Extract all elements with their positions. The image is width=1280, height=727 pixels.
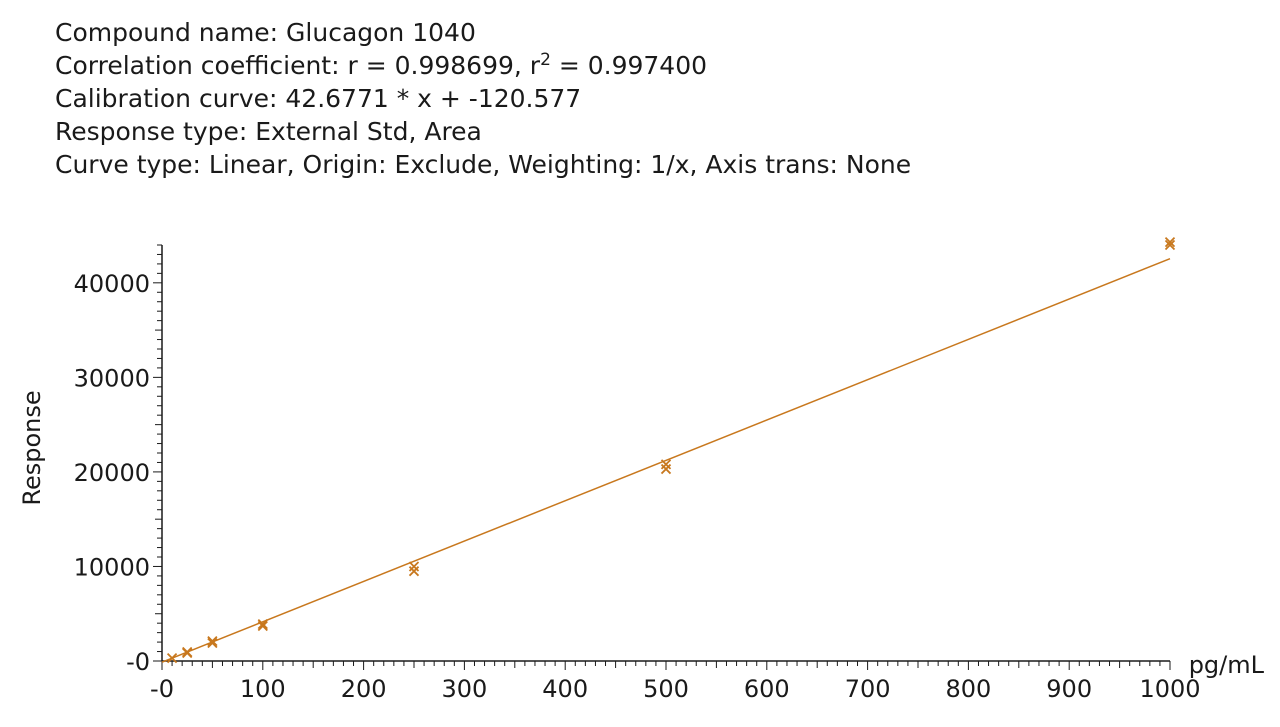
y-tick-label: 40000 (74, 270, 150, 298)
x-tick-label: 600 (744, 675, 790, 703)
x-tick-label: 800 (945, 675, 991, 703)
data-point (408, 566, 420, 577)
y-axis-label: Response (18, 390, 46, 505)
data-point (207, 636, 218, 647)
data-point (166, 653, 178, 664)
axis-ticks (153, 244, 1171, 670)
compound-summary: Compound name: Glucagon 1040 Correlation… (55, 16, 911, 181)
x-tick-label: 900 (1046, 675, 1092, 703)
x-tick-label: 200 (341, 675, 387, 703)
correlation-text: Correlation coefficient: r = 0.998699, r (55, 51, 541, 80)
y-tick-label: 10000 (74, 553, 150, 581)
data-point (182, 646, 193, 658)
x-tick-label: 300 (441, 675, 487, 703)
x-tick-label: 100 (240, 675, 286, 703)
x-tick-label: 500 (643, 675, 689, 703)
tick-labels: -0 100 200 300 400 500 600 700 800 900 1000 -0 10000… (74, 270, 1201, 703)
data-point (1164, 239, 1176, 251)
data-point (257, 620, 268, 632)
y-tick-label: 30000 (74, 364, 150, 392)
curve-type: Curve type: Linear, Origin: Exclude, Wei… (55, 150, 912, 179)
data-point (1164, 237, 1176, 248)
x-tick-label: 1000 (1139, 675, 1200, 703)
data-point (207, 637, 218, 649)
correlation-coefficient: Correlation coefficient: r = 0.998699, r… (55, 49, 911, 82)
y-tick-label: 20000 (74, 459, 150, 487)
data-point (660, 463, 672, 475)
response-type: Response type: External Std, Area (55, 117, 482, 146)
calibration-fit-line (161, 257, 1171, 663)
r-squared-value: = 0.997400 (550, 51, 708, 80)
y-tick-label: -0 (126, 648, 150, 676)
calibration-curve: Calibration curve: 42.6771 * x + -120.57… (55, 84, 582, 113)
data-point (408, 561, 420, 572)
x-tick-label: 400 (542, 675, 588, 703)
r-squared-superscript: 2 (540, 50, 551, 70)
data-points (166, 237, 1176, 664)
x-tick-label: -0 (150, 675, 174, 703)
data-point (660, 459, 672, 470)
compound-name: Compound name: Glucagon 1040 (55, 18, 476, 47)
data-point (257, 618, 268, 630)
x-axis-label: pg/mL (1189, 651, 1265, 679)
x-tick-label: 700 (845, 675, 891, 703)
